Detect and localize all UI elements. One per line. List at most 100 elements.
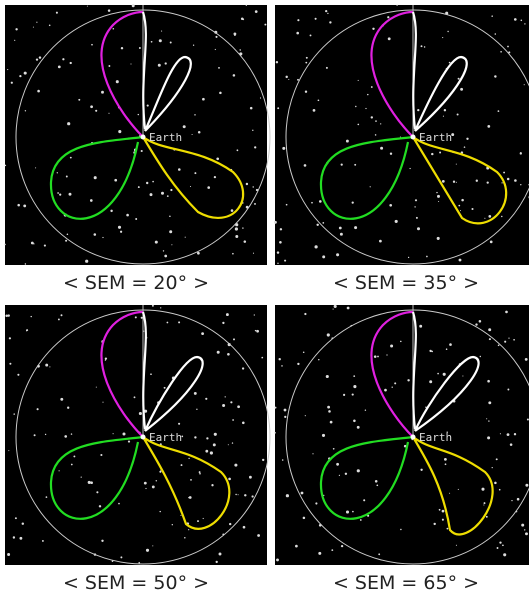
- star: [237, 149, 239, 151]
- star: [340, 233, 343, 236]
- star: [409, 168, 410, 169]
- star: [354, 226, 357, 229]
- star: [25, 110, 26, 111]
- star: [65, 240, 67, 242]
- star: [453, 181, 455, 183]
- star: [57, 192, 59, 194]
- star: [277, 251, 279, 253]
- star: [219, 92, 222, 95]
- star: [378, 553, 380, 555]
- star: [184, 537, 186, 539]
- star: [108, 65, 110, 67]
- star: [225, 396, 226, 397]
- star: [513, 339, 515, 341]
- star: [24, 72, 27, 75]
- star: [396, 5, 397, 6]
- star: [69, 193, 72, 196]
- star: [118, 226, 121, 229]
- star: [199, 471, 201, 473]
- star: [31, 316, 32, 317]
- star: [508, 338, 509, 339]
- star: [9, 363, 11, 365]
- star: [254, 146, 256, 148]
- star: [88, 481, 91, 484]
- star: [15, 28, 17, 30]
- star: [375, 480, 378, 483]
- star: [64, 435, 67, 438]
- star: [424, 46, 425, 47]
- star: [235, 494, 236, 495]
- star: [500, 51, 502, 53]
- star: [414, 206, 415, 207]
- panel: Earth: [4, 4, 270, 265]
- star: [352, 511, 354, 513]
- star: [458, 205, 460, 207]
- star: [498, 344, 500, 346]
- star: [7, 69, 8, 70]
- star: [416, 217, 418, 219]
- star: [155, 241, 158, 244]
- star: [365, 410, 366, 411]
- star: [376, 484, 378, 486]
- star: [328, 410, 331, 413]
- star: [264, 24, 266, 26]
- star: [303, 352, 305, 354]
- star: [178, 423, 180, 425]
- star: [318, 99, 320, 101]
- star: [87, 6, 88, 7]
- star: [457, 113, 459, 115]
- star: [375, 120, 377, 122]
- figure: Earth< SEM = 20° >Earth< SEM = 35° >Eart…: [0, 0, 529, 603]
- star: [388, 37, 391, 40]
- star: [380, 123, 381, 124]
- earth: [141, 435, 146, 440]
- star: [462, 375, 463, 376]
- star: [514, 433, 516, 435]
- caption: < SEM = 20° >: [63, 272, 209, 294]
- star: [249, 476, 252, 479]
- star: [488, 328, 491, 331]
- star: [489, 338, 491, 340]
- star: [447, 31, 448, 32]
- star: [242, 367, 244, 369]
- earth: [411, 135, 416, 140]
- star: [460, 210, 461, 211]
- star: [253, 186, 254, 187]
- star: [510, 443, 513, 446]
- star: [102, 402, 103, 403]
- star: [128, 441, 130, 443]
- star: [45, 434, 46, 435]
- star: [78, 99, 80, 101]
- star: [254, 203, 256, 205]
- star: [207, 186, 210, 189]
- star: [169, 230, 172, 233]
- star: [279, 241, 282, 244]
- star: [503, 553, 506, 556]
- star: [94, 176, 97, 179]
- star: [94, 233, 97, 236]
- star: [346, 510, 349, 513]
- star: [437, 237, 440, 240]
- star: [246, 183, 248, 185]
- star: [456, 545, 457, 546]
- star: [503, 172, 505, 174]
- star: [525, 484, 528, 487]
- star: [90, 199, 93, 202]
- panel: Earth: [274, 305, 529, 565]
- star: [365, 108, 366, 109]
- star: [5, 165, 7, 167]
- star: [99, 505, 101, 507]
- star: [46, 496, 48, 498]
- star: [121, 47, 123, 49]
- star: [161, 31, 162, 32]
- sky: [275, 5, 529, 265]
- star: [389, 204, 392, 207]
- star: [304, 313, 306, 315]
- star: [436, 192, 437, 193]
- star: [367, 94, 368, 95]
- star: [484, 502, 486, 504]
- star: [438, 201, 439, 202]
- star: [417, 227, 420, 230]
- star: [429, 350, 431, 352]
- earth-label: Earth: [419, 431, 452, 444]
